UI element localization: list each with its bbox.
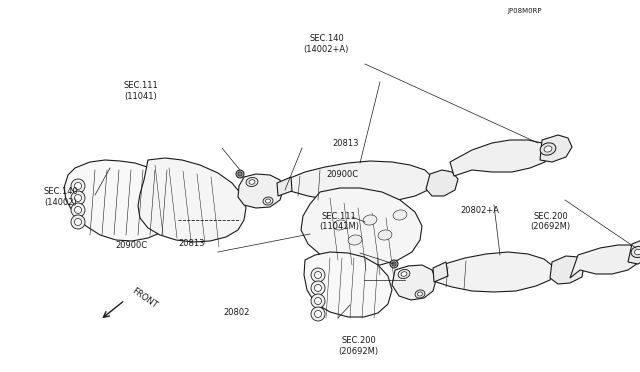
Circle shape bbox=[392, 262, 396, 266]
Text: SEC.111
(11041M): SEC.111 (11041M) bbox=[319, 212, 359, 231]
Ellipse shape bbox=[398, 269, 410, 279]
Ellipse shape bbox=[631, 246, 640, 257]
Ellipse shape bbox=[266, 199, 271, 203]
Text: 20900C: 20900C bbox=[326, 170, 358, 179]
Polygon shape bbox=[628, 240, 640, 264]
Circle shape bbox=[314, 285, 321, 292]
Text: SEC.200
(20692M): SEC.200 (20692M) bbox=[531, 212, 570, 231]
Ellipse shape bbox=[249, 180, 255, 184]
Polygon shape bbox=[277, 177, 292, 196]
Polygon shape bbox=[64, 160, 180, 241]
Circle shape bbox=[238, 172, 242, 176]
Circle shape bbox=[311, 281, 325, 295]
Text: 20900C: 20900C bbox=[115, 241, 147, 250]
Ellipse shape bbox=[333, 220, 347, 230]
Text: 20813: 20813 bbox=[332, 139, 359, 148]
Ellipse shape bbox=[634, 249, 640, 255]
Polygon shape bbox=[540, 135, 572, 162]
Polygon shape bbox=[426, 170, 458, 196]
Text: JP08M0RP: JP08M0RP bbox=[508, 8, 542, 14]
Ellipse shape bbox=[363, 215, 377, 225]
Polygon shape bbox=[278, 161, 432, 202]
Polygon shape bbox=[301, 188, 422, 266]
Circle shape bbox=[74, 206, 81, 214]
Circle shape bbox=[314, 272, 321, 279]
Circle shape bbox=[390, 260, 398, 268]
Ellipse shape bbox=[263, 197, 273, 205]
Circle shape bbox=[311, 307, 325, 321]
Circle shape bbox=[71, 215, 85, 229]
Ellipse shape bbox=[544, 146, 552, 152]
Polygon shape bbox=[238, 174, 283, 208]
Text: SEC.111
(11041): SEC.111 (11041) bbox=[124, 81, 158, 101]
Ellipse shape bbox=[540, 143, 556, 155]
Ellipse shape bbox=[417, 292, 422, 296]
Text: 20802: 20802 bbox=[223, 308, 250, 317]
Circle shape bbox=[74, 183, 81, 189]
Text: SEC.140
(14002+A): SEC.140 (14002+A) bbox=[304, 34, 349, 54]
Polygon shape bbox=[138, 158, 246, 242]
Circle shape bbox=[71, 191, 85, 205]
Circle shape bbox=[311, 294, 325, 308]
Polygon shape bbox=[392, 265, 436, 300]
Text: 20802+A: 20802+A bbox=[461, 206, 499, 215]
Circle shape bbox=[311, 268, 325, 282]
Text: SEC.140
(14002): SEC.140 (14002) bbox=[44, 187, 78, 207]
Circle shape bbox=[314, 311, 321, 317]
Circle shape bbox=[314, 298, 321, 305]
Polygon shape bbox=[450, 140, 550, 176]
Ellipse shape bbox=[348, 235, 362, 245]
Ellipse shape bbox=[393, 210, 407, 220]
Polygon shape bbox=[434, 252, 554, 292]
Polygon shape bbox=[433, 262, 448, 282]
Text: 20813: 20813 bbox=[179, 239, 205, 248]
Polygon shape bbox=[570, 245, 638, 278]
Circle shape bbox=[71, 203, 85, 217]
Ellipse shape bbox=[246, 177, 258, 186]
Circle shape bbox=[236, 170, 244, 178]
Ellipse shape bbox=[378, 230, 392, 240]
Polygon shape bbox=[550, 256, 584, 284]
Circle shape bbox=[71, 179, 85, 193]
Text: SEC.200
(20692M): SEC.200 (20692M) bbox=[339, 336, 378, 356]
Ellipse shape bbox=[415, 290, 425, 298]
Polygon shape bbox=[304, 252, 392, 317]
Text: FRONT: FRONT bbox=[130, 286, 159, 310]
Circle shape bbox=[74, 218, 81, 225]
Ellipse shape bbox=[401, 272, 407, 276]
Circle shape bbox=[74, 195, 81, 202]
